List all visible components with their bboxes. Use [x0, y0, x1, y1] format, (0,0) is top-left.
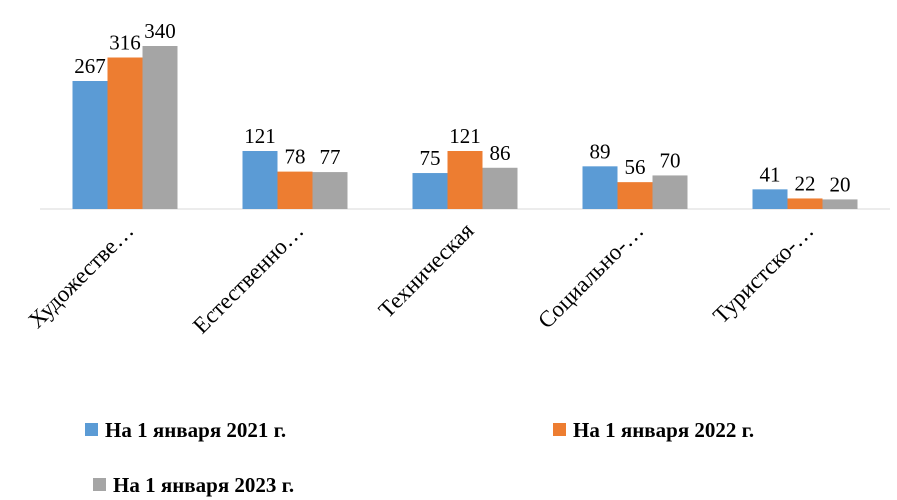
data-label: 267: [74, 54, 106, 78]
bar: [142, 46, 178, 209]
bar: [447, 150, 483, 209]
bar: [582, 166, 618, 209]
x-tick-label: Естественно…: [188, 218, 308, 338]
bar: [617, 182, 653, 209]
bar: [107, 57, 143, 209]
data-label: 86: [490, 141, 511, 165]
bar: [652, 175, 688, 209]
data-label: 75: [420, 146, 441, 170]
bar: [412, 173, 448, 209]
legend-label: На 1 января 2023 г.: [113, 473, 294, 497]
data-label: 41: [760, 162, 781, 186]
legend-label: На 1 января 2021 г.: [105, 418, 286, 442]
bar: [787, 198, 823, 209]
legend-label: На 1 января 2022 г.: [573, 418, 754, 442]
x-tick-label: Туристско-…: [708, 218, 818, 328]
bar: [277, 171, 313, 209]
data-label: 77: [320, 145, 341, 169]
x-tick-label: Социально-…: [533, 218, 648, 333]
data-label: 316: [109, 31, 141, 55]
x-tick-label: Техническая: [374, 218, 479, 323]
legend-swatch: [85, 423, 98, 436]
legend-swatch: [553, 423, 566, 436]
data-label: 70: [660, 148, 681, 172]
bar: [482, 167, 518, 209]
bar: [242, 150, 278, 209]
bar: [72, 80, 108, 209]
data-label: 340: [144, 19, 176, 43]
bar: [312, 172, 348, 209]
bar: [752, 189, 788, 209]
data-label: 56: [625, 155, 646, 179]
data-label: 121: [449, 124, 481, 148]
data-label: 78: [285, 145, 306, 169]
data-label: 20: [830, 172, 851, 196]
data-label: 89: [590, 139, 611, 163]
x-tick-label: Художестве…: [23, 218, 138, 333]
legend-swatch: [93, 478, 106, 491]
data-label: 121: [244, 124, 276, 148]
bar: [822, 199, 858, 209]
data-label: 22: [795, 171, 816, 195]
